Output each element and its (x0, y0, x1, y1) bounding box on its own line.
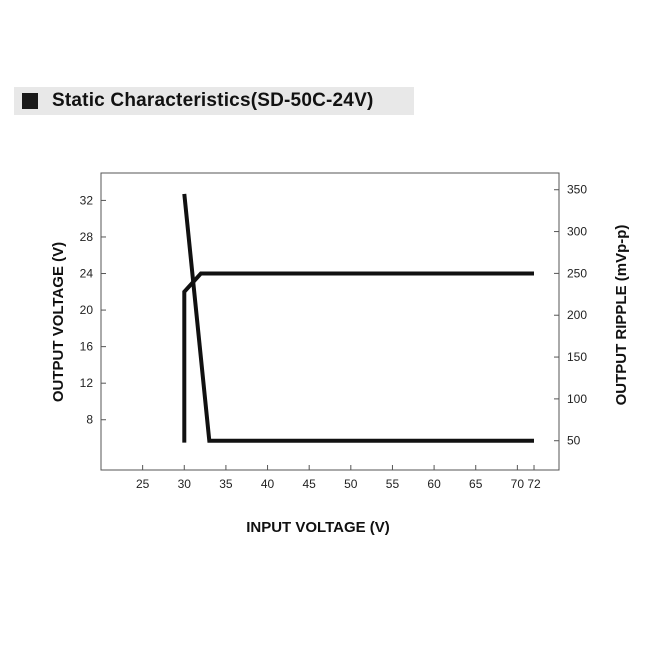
left-tick-label: 16 (80, 340, 94, 354)
x-tick-label: 50 (344, 477, 358, 491)
left-axis-ticks: 8 12 16 20 24 28 32 (80, 193, 106, 427)
x-tick-label: 70 (511, 477, 525, 491)
x-tick-label: 55 (386, 477, 400, 491)
right-tick-label: 200 (567, 308, 587, 322)
x-axis-title: INPUT VOLTAGE (V) (246, 519, 390, 536)
title-bullet-icon (22, 93, 38, 109)
output-voltage-line (182, 271, 534, 443)
right-tick-label: 250 (567, 266, 587, 280)
left-tick-label: 20 (80, 303, 94, 317)
left-axis-title: OUTPUT VOLTAGE (V) (50, 242, 67, 402)
right-tick-label: 350 (567, 183, 587, 197)
x-tick-label: 30 (178, 477, 192, 491)
output-ripple-line (182, 193, 534, 443)
right-tick-label: 100 (567, 392, 587, 406)
x-tick-label: 45 (303, 477, 317, 491)
x-tick-label: 65 (469, 477, 483, 491)
x-tick-label: 25 (136, 477, 150, 491)
left-tick-label: 24 (80, 267, 94, 281)
right-tick-label: 300 (567, 225, 587, 239)
right-tick-label: 150 (567, 350, 587, 364)
left-tick-label: 8 (86, 413, 93, 427)
chart-title-bar: Static Characteristics(SD-50C-24V) (14, 87, 414, 115)
left-tick-label: 28 (80, 230, 94, 244)
x-axis-ticks: 25 30 35 40 45 50 55 60 65 70 72 (136, 465, 541, 491)
right-axis-title: OUTPUT RIPPLE (mVp-p) (613, 225, 630, 406)
plot-area (100, 172, 560, 471)
x-tick-label: 60 (427, 477, 441, 491)
x-tick-label: 72 (527, 477, 541, 491)
left-tick-label: 12 (80, 376, 94, 390)
series-lines (182, 193, 534, 443)
x-tick-label: 40 (261, 477, 275, 491)
left-tick-label: 32 (80, 193, 94, 207)
right-tick-label: 50 (567, 434, 581, 448)
x-tick-label: 35 (219, 477, 233, 491)
right-axis-ticks: 50 100 150 200 250 300 350 (554, 183, 587, 448)
chart-title: Static Characteristics(SD-50C-24V) (52, 90, 374, 111)
